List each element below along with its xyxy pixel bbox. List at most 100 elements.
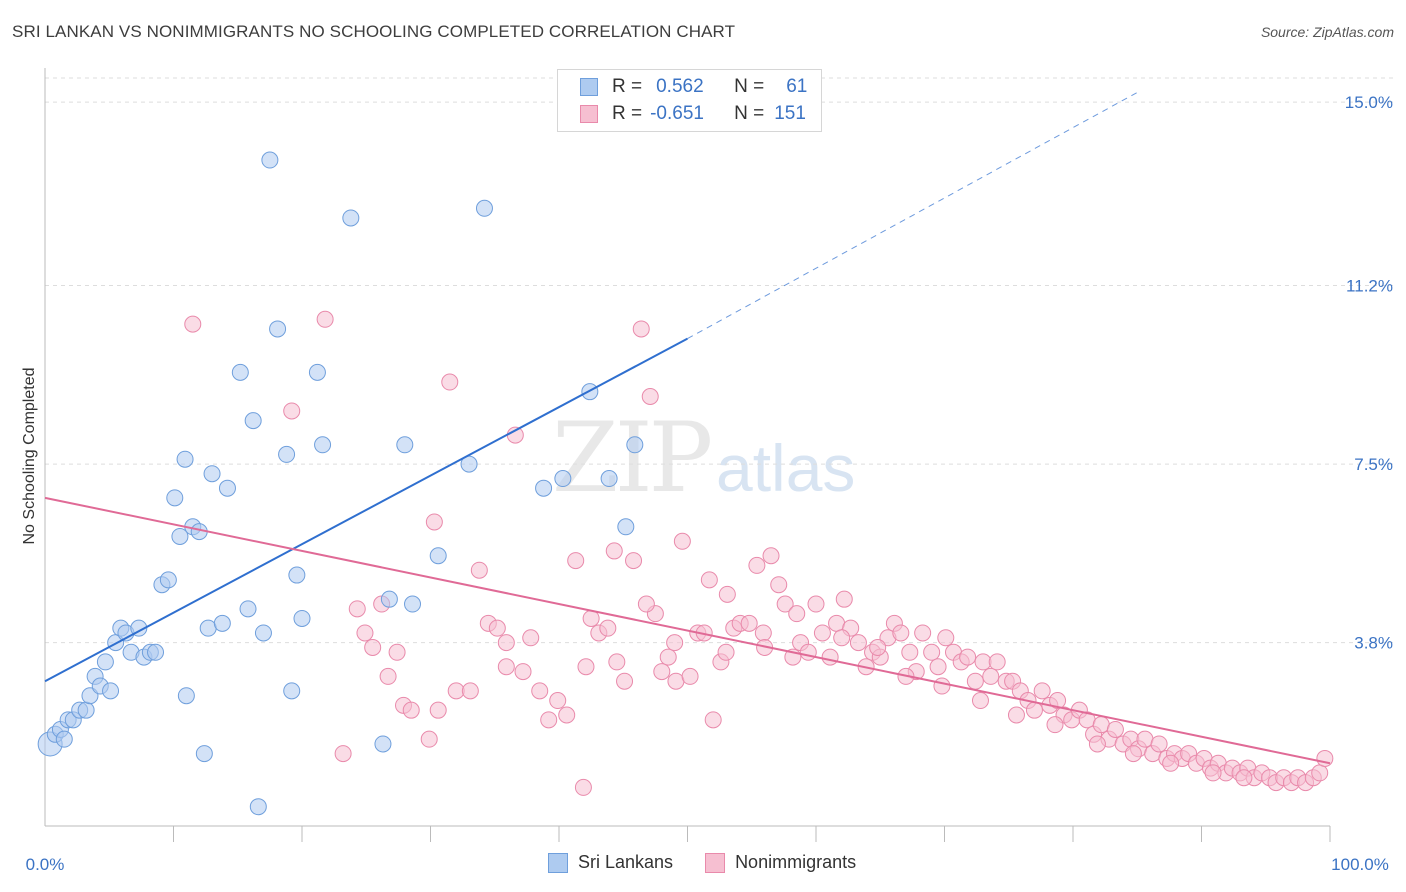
data-point (770, 576, 788, 594)
n-label: N = (734, 76, 765, 97)
series-nonimmigrants (184, 310, 1334, 796)
data-point (514, 663, 532, 681)
data-point (535, 479, 553, 497)
data-point (531, 682, 549, 700)
data-point (540, 711, 558, 729)
data-point (497, 634, 515, 652)
data-point (231, 363, 249, 381)
data-point (600, 470, 618, 488)
data-point (673, 532, 691, 550)
data-point (429, 547, 447, 565)
data-point (659, 648, 677, 666)
data-point (959, 648, 977, 666)
legend-row-sri-lankans: R = 0.562 N = 61 (580, 75, 807, 99)
data-point (470, 561, 488, 579)
sri-lankans-swatch-icon (548, 852, 568, 873)
chart-title: SRI LANKAN VS NONIMMIGRANTS NO SCHOOLING… (12, 22, 736, 41)
y-tick-label: 15.0% (1345, 93, 1393, 112)
legend-nonimmigrants: Nonimmigrants (735, 852, 857, 872)
data-point (461, 682, 479, 700)
data-point (567, 552, 585, 570)
data-point (892, 624, 910, 642)
data-point (159, 571, 177, 589)
data-point (402, 701, 420, 719)
nonimmigrants-swatch-icon (705, 852, 726, 873)
data-point (199, 619, 217, 637)
data-point (1311, 764, 1329, 782)
data-point (582, 609, 600, 627)
correlation-legend: R = 0.562 N = 61 R = -0.651 N = 151 (557, 69, 822, 132)
data-point (988, 653, 1006, 671)
data-point (380, 590, 398, 608)
data-point (130, 619, 148, 637)
data-point (488, 619, 506, 637)
data-point (261, 151, 279, 169)
tick-labels: 3.8% 7.5% 11.2% 15.0% 0.0% 100.0% (26, 93, 1393, 874)
data-point (558, 706, 576, 724)
sri-lankans-trend-extension (687, 92, 1138, 340)
data-point (807, 595, 825, 613)
data-point (982, 667, 1000, 685)
data-point (213, 614, 231, 632)
data-point (1049, 692, 1067, 710)
n-value: 61 (786, 76, 808, 97)
data-point (420, 730, 438, 748)
data-point (748, 556, 766, 574)
data-point (1150, 735, 1168, 753)
legend-row-nonimmigrants: R = -0.651 N = 151 (580, 102, 806, 126)
data-point (388, 643, 406, 661)
data-point (740, 614, 758, 632)
data-point (342, 209, 360, 227)
data-point (288, 566, 306, 584)
series-legend: Sri Lankans Nonimmigrants (548, 852, 856, 873)
data-point (813, 624, 831, 642)
data-point (475, 199, 493, 217)
data-point (374, 735, 392, 753)
trend-lines (44, 92, 1331, 765)
data-point (314, 436, 332, 454)
data-point (283, 682, 301, 700)
data-point (821, 648, 839, 666)
data-point (176, 450, 194, 468)
data-point (901, 643, 919, 661)
y-tick-label: 3.8% (1354, 634, 1393, 653)
data-point (923, 643, 941, 661)
data-point (914, 624, 932, 642)
n-label: N = (734, 103, 765, 124)
data-point (1046, 716, 1064, 734)
data-point (269, 320, 287, 338)
data-point (177, 687, 195, 705)
data-point (1136, 730, 1154, 748)
data-point (364, 638, 382, 656)
data-point (849, 634, 867, 652)
data-point (396, 436, 414, 454)
data-point (637, 595, 655, 613)
data-point (616, 672, 634, 690)
data-point (1025, 701, 1043, 719)
data-point (244, 412, 262, 430)
data-point (681, 667, 699, 685)
data-point (929, 658, 947, 676)
data-point (574, 778, 592, 796)
data-point (641, 388, 659, 406)
y-tick-label: 11.2% (1346, 277, 1393, 296)
data-point (334, 745, 352, 763)
r-value: -0.651 (650, 103, 704, 124)
n-value: 151 (774, 103, 806, 124)
data-point (96, 653, 114, 671)
data-point (632, 320, 650, 338)
data-point (833, 629, 851, 647)
source-credit: Source: ZipAtlas.com (1260, 24, 1394, 40)
data-point (425, 513, 443, 531)
data-point (249, 798, 267, 816)
data-point (308, 363, 326, 381)
data-point (203, 465, 221, 483)
data-point (1088, 735, 1106, 753)
data-point (278, 445, 296, 463)
r-label: R = (612, 76, 643, 97)
data-point (254, 624, 272, 642)
data-point (379, 667, 397, 685)
grid-lines (45, 77, 1395, 644)
data-point (171, 527, 189, 545)
data-point (835, 590, 853, 608)
